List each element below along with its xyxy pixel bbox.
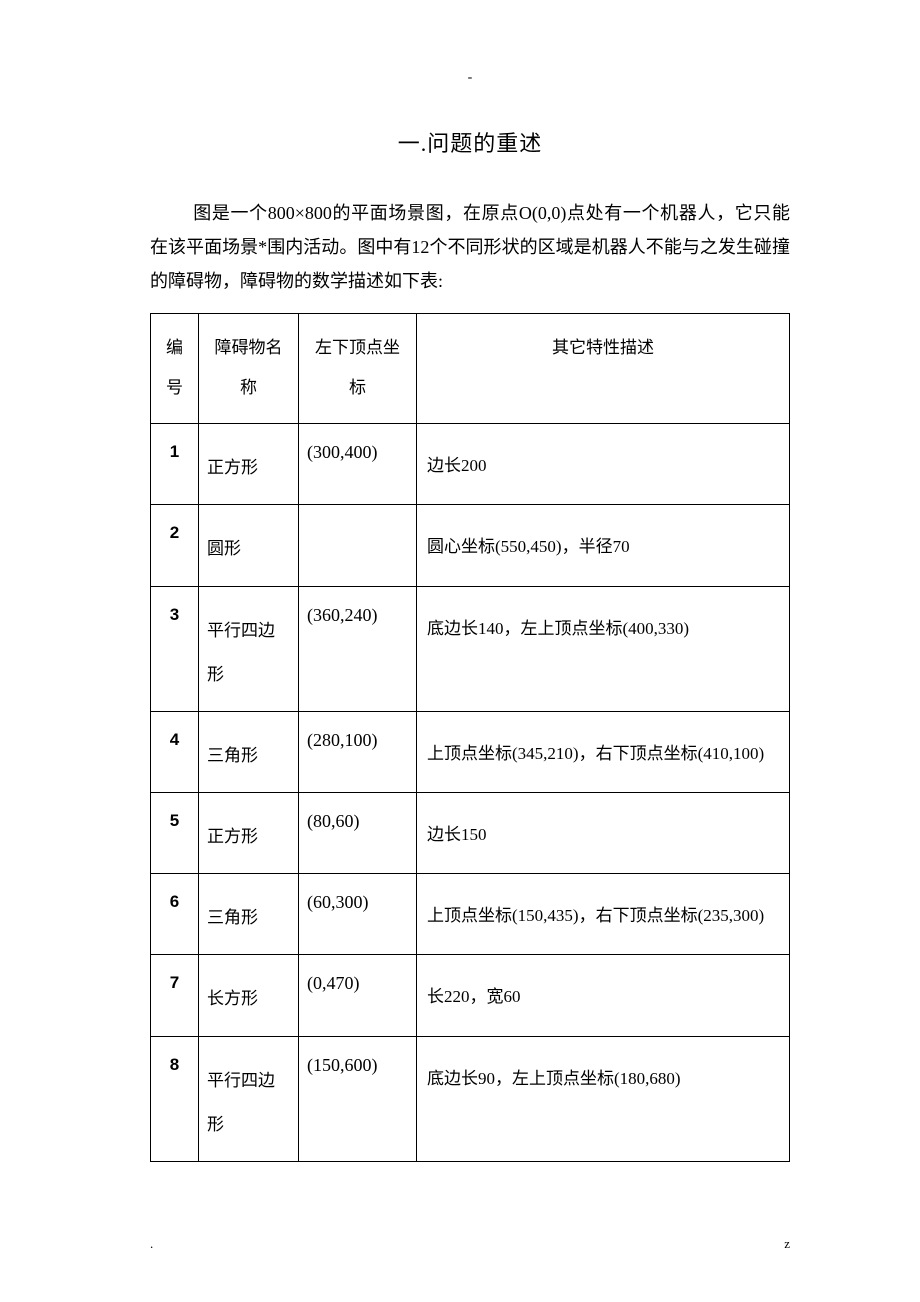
table-row: 2 圆形 圆心坐标(550,450)，半径70 [151,505,790,586]
cell-coord: (80,60) [299,793,417,874]
intro-paragraph: 图是一个800×800的平面场景图，在原点O(0,0)点处有一个机器人，它只能在… [150,196,790,299]
cell-name: 三角形 [199,874,299,955]
table-row: 5 正方形 (80,60) 边长150 [151,793,790,874]
page-footer: . z [150,1236,790,1252]
cell-desc: 长220，宽60 [417,955,790,1036]
table-row: 6 三角形 (60,300) 上顶点坐标(150,435)，右下顶点坐标(235… [151,874,790,955]
cell-coord: (300,400) [299,424,417,505]
th-idx: 编号 [151,313,199,424]
cell-idx: 1 [151,424,199,505]
table-row: 3 平行四边形 (360,240) 底边长140，左上顶点坐标(400,330) [151,586,790,711]
table-row: 1 正方形 (300,400) 边长200 [151,424,790,505]
cell-idx: 7 [151,955,199,1036]
cell-idx: 5 [151,793,199,874]
cell-desc: 边长200 [417,424,790,505]
cell-idx: 8 [151,1036,199,1161]
table-header-row: 编号 障碍物名称 左下顶点坐标 其它特性描述 [151,313,790,424]
cell-idx: 2 [151,505,199,586]
cell-name: 长方形 [199,955,299,1036]
cell-name: 圆形 [199,505,299,586]
cell-idx: 3 [151,586,199,711]
cell-desc: 圆心坐标(550,450)，半径70 [417,505,790,586]
cell-desc: 边长150 [417,793,790,874]
cell-desc: 上顶点坐标(345,210)，右下顶点坐标(410,100) [417,711,790,792]
footer-right: z [784,1236,790,1252]
cell-coord: (60,300) [299,874,417,955]
cell-name: 平行四边形 [199,1036,299,1161]
cell-desc: 底边长90，左上顶点坐标(180,680) [417,1036,790,1161]
cell-name: 平行四边形 [199,586,299,711]
cell-desc: 底边长140，左上顶点坐标(400,330) [417,586,790,711]
table-body: 1 正方形 (300,400) 边长200 2 圆形 圆心坐标(550,450)… [151,424,790,1162]
th-desc: 其它特性描述 [417,313,790,424]
document-page: - 一.问题的重述 图是一个800×800的平面场景图，在原点O(0,0)点处有… [0,0,920,1302]
cell-coord [299,505,417,586]
obstacle-table: 编号 障碍物名称 左下顶点坐标 其它特性描述 1 正方形 (300,400) 边… [150,313,790,1162]
cell-name: 三角形 [199,711,299,792]
th-coord: 左下顶点坐标 [299,313,417,424]
cell-name: 正方形 [199,793,299,874]
cell-coord: (280,100) [299,711,417,792]
footer-left: . [150,1236,153,1252]
cell-idx: 4 [151,711,199,792]
table-row: 8 平行四边形 (150,600) 底边长90，左上顶点坐标(180,680) [151,1036,790,1161]
th-name: 障碍物名称 [199,313,299,424]
cell-coord: (0,470) [299,955,417,1036]
section-title: 一.问题的重述 [150,126,790,158]
cell-coord: (360,240) [299,586,417,711]
top-marker: - [150,70,790,86]
cell-name: 正方形 [199,424,299,505]
table-row: 4 三角形 (280,100) 上顶点坐标(345,210)，右下顶点坐标(41… [151,711,790,792]
cell-idx: 6 [151,874,199,955]
cell-coord: (150,600) [299,1036,417,1161]
table-row: 7 长方形 (0,470) 长220，宽60 [151,955,790,1036]
cell-desc: 上顶点坐标(150,435)，右下顶点坐标(235,300) [417,874,790,955]
